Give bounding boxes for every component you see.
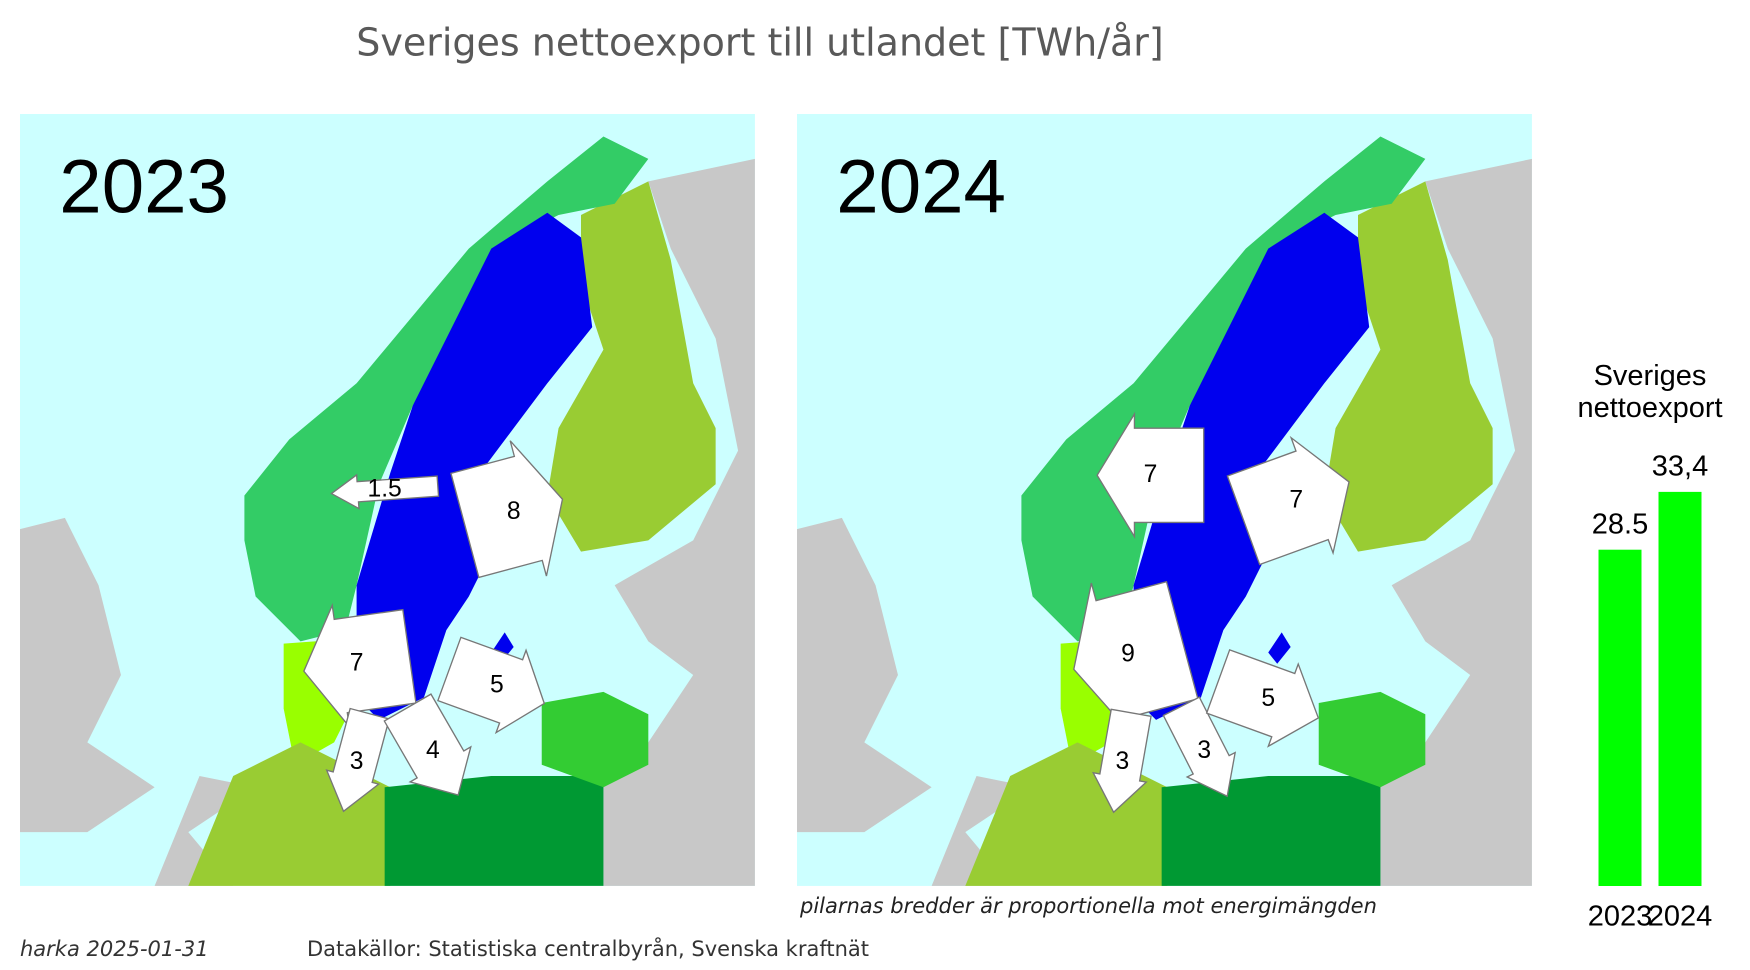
map-year: 2023: [59, 145, 229, 230]
export-arrow: [383, 693, 472, 796]
arrow-label: 7: [1144, 461, 1158, 488]
arrow-label: 5: [1261, 685, 1275, 712]
map-2024: 2024 7 7 9 3 3 5: [797, 114, 1532, 886]
export-arrow: [1096, 411, 1205, 539]
sources: Datakällor: Statistiska centralbyrån, Sv…: [307, 936, 869, 961]
x-tick-label: 2023: [1588, 901, 1653, 933]
arrow-label: 1.5: [367, 475, 401, 502]
value-label: 28.5: [1592, 508, 1648, 540]
author: harka 2025-01-31: [20, 937, 209, 961]
export-arrow: [1226, 435, 1350, 566]
export-arrow: [450, 440, 564, 579]
export-arrow: [325, 707, 391, 813]
export-arrow: [1162, 696, 1237, 798]
map-year: 2024: [836, 145, 1006, 230]
bar-chart: 28.5 2023 33,4 2024: [1588, 451, 1713, 933]
value-label: 33,4: [1652, 451, 1708, 483]
arrow-label: 3: [1197, 737, 1211, 764]
arrow-label: 3: [1116, 748, 1130, 775]
note: pilarnas bredder är proportionella mot e…: [799, 894, 1377, 918]
arrow-label: 5: [490, 672, 504, 699]
arrow-label: 8: [507, 498, 521, 525]
arrow-label: 4: [426, 737, 440, 764]
export-arrow: [330, 473, 440, 510]
arrow-label: 9: [1121, 640, 1135, 667]
export-arrow: [303, 602, 417, 729]
x-tick-label: 2024: [1648, 901, 1713, 933]
title: Sveriges nettoexport till utlandet [TWh/…: [356, 21, 1164, 65]
export-arrow: [437, 636, 546, 735]
chart-title: Sveriges nettoexport: [1577, 360, 1723, 424]
export-arrow: [1092, 708, 1152, 814]
export-arrow: [1205, 648, 1320, 748]
arrow-label: 3: [350, 748, 364, 775]
bar: [1598, 549, 1642, 886]
map-2023: 2023 1.5 8 7 3 4 5: [20, 114, 755, 886]
bar: [1658, 491, 1702, 886]
arrow-label: 7: [350, 649, 364, 676]
arrow-label: 7: [1289, 487, 1303, 514]
